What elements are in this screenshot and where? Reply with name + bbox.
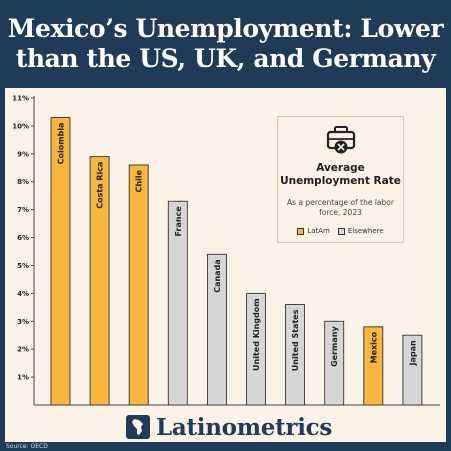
bar-france — [167, 200, 188, 406]
legend-label-latam: LatAm — [307, 227, 330, 235]
y-tick-label: 6% — [17, 234, 29, 242]
y-tick-label: 10% — [12, 122, 29, 130]
legend: Average Unemployment Rate As a percentag… — [277, 116, 404, 243]
y-tick-label: 7% — [17, 206, 29, 214]
title-area: Mexico’s Unemployment: Lower than the US… — [0, 0, 451, 88]
legend-title: Average Unemployment Rate — [278, 162, 403, 188]
legend-swatch-elsewhere — [337, 227, 345, 235]
legend-subtitle: As a percentage of the labor force, 2023 — [287, 198, 394, 217]
y-tick-label: 3% — [17, 318, 29, 326]
bar-united-states — [285, 304, 306, 406]
y-tick-label: 4% — [17, 290, 29, 298]
bar-mexico — [363, 326, 384, 406]
bar-label: Costa Rica — [96, 162, 105, 209]
y-tick-label: 11% — [12, 95, 29, 103]
legend-key-latam: LatAm — [297, 227, 330, 235]
legend-title-line2: Unemployment Rate — [280, 175, 401, 187]
source-note: Source: OECD — [6, 443, 48, 450]
bar-colombia — [50, 117, 71, 406]
bar-costa-rica — [89, 156, 110, 406]
bar-label: United States — [291, 309, 300, 371]
y-tick-label: 1% — [17, 374, 29, 382]
legend-label-elsewhere: Elsewhere — [347, 227, 384, 235]
bar-label: Mexico — [369, 331, 378, 363]
brand-name: Latinometrics — [156, 413, 333, 441]
y-tick-label: 2% — [17, 346, 29, 354]
bar-label: France — [174, 206, 183, 237]
bar-label: Japan — [408, 340, 417, 367]
legend-swatch-latam — [297, 227, 305, 235]
bar-united-kingdom — [246, 292, 266, 406]
legend-key-elsewhere: Elsewhere — [337, 227, 384, 235]
brand: Latinometrics — [126, 413, 332, 441]
briefcase-icon — [326, 126, 356, 154]
bar-label: Germany — [330, 325, 339, 366]
bar-japan — [402, 334, 423, 406]
bar-canada — [206, 253, 227, 406]
bar-label: Colombia — [57, 123, 66, 165]
legend-title-line1: Average — [316, 162, 365, 174]
bar-germany — [324, 320, 345, 406]
latinometrics-logo-icon — [126, 415, 150, 439]
bar-label: United Kingdom — [252, 298, 261, 371]
y-tick-label: 8% — [17, 178, 29, 186]
bars: Colombia Costa Rica Chile France Canada Unite… — [50, 117, 423, 406]
y-tick-label: 5% — [17, 262, 29, 270]
page-title: Mexico’s Unemployment: Lower than the US… — [7, 14, 444, 73]
bar-label: Canada — [213, 259, 222, 293]
legend-keys: LatAm Elsewhere — [278, 227, 403, 235]
bar-label: Chile — [135, 169, 144, 192]
bar-chile — [128, 164, 149, 406]
y-tick-label: 9% — [17, 150, 29, 158]
